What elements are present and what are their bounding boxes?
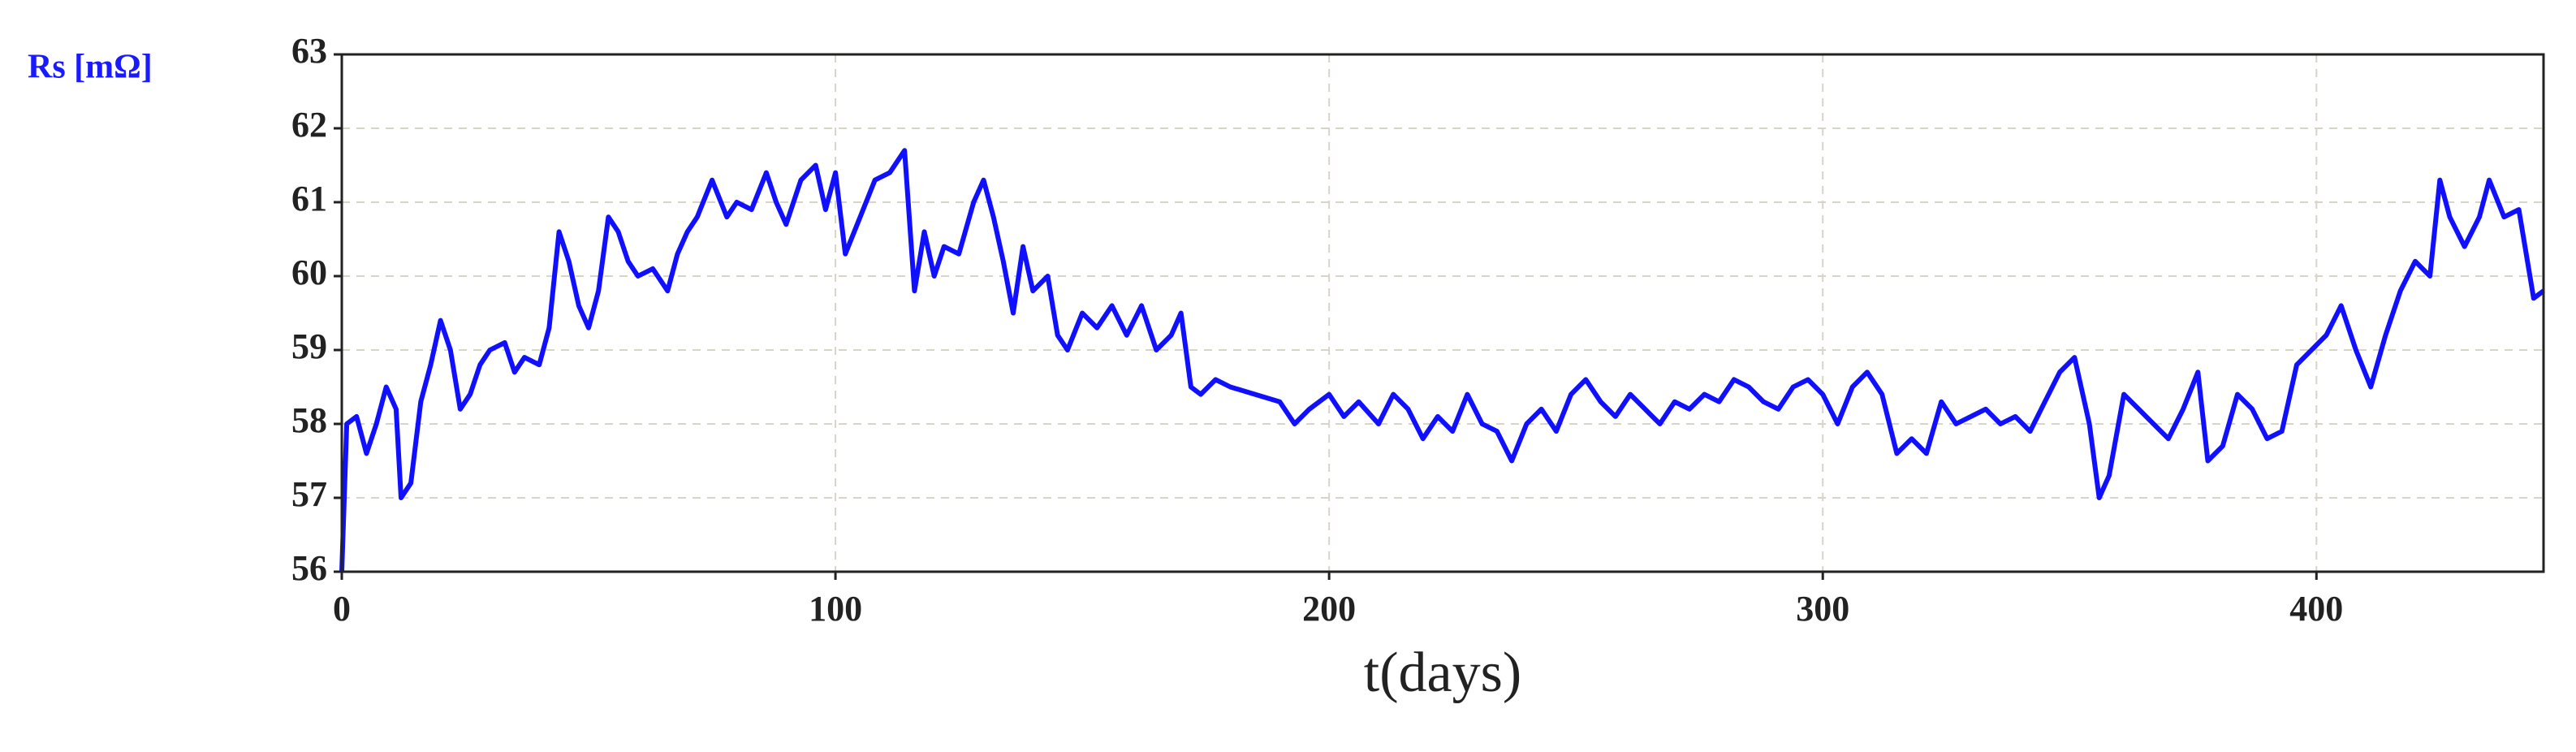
y-tick-label: 57 bbox=[291, 474, 327, 514]
y-tick-label: 59 bbox=[291, 326, 327, 366]
x-tick-label: 200 bbox=[1302, 589, 1356, 629]
x-axis-label: t(days) bbox=[1364, 642, 1521, 704]
x-tick-label: 100 bbox=[809, 589, 862, 629]
y-tick-label: 61 bbox=[291, 179, 327, 218]
x-tick-label: 400 bbox=[2289, 589, 2343, 629]
data-line bbox=[339, 148, 2545, 573]
x-tick-label: 300 bbox=[1796, 589, 1849, 629]
plot-frame bbox=[340, 53, 2545, 573]
series bbox=[339, 148, 2545, 573]
y-tick-label: 62 bbox=[291, 105, 327, 145]
y-axis-label: Rs [mΩ] bbox=[28, 49, 153, 86]
y-tick-label: 58 bbox=[291, 400, 327, 440]
y-tick-label: 60 bbox=[291, 253, 327, 292]
y-tick-label: 56 bbox=[291, 548, 327, 588]
plot-area bbox=[342, 54, 2544, 572]
grid bbox=[341, 54, 2544, 573]
y-tick-label: 63 bbox=[291, 31, 327, 71]
x-tick-label: 0 bbox=[333, 589, 351, 629]
